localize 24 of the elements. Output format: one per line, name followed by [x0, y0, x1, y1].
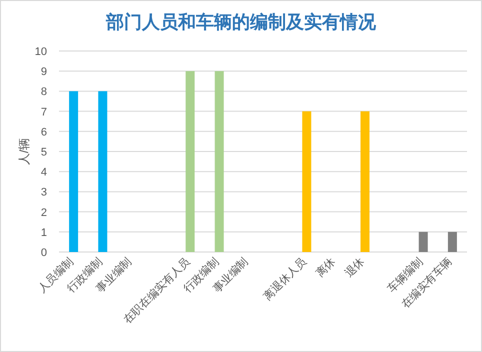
bar [69, 91, 78, 252]
x-tick-label: 离退休人员 [260, 254, 309, 304]
y-tick-label: 9 [40, 66, 47, 78]
bar [360, 111, 370, 252]
y-tick-label: 10 [34, 46, 47, 58]
y-tick-label: 8 [40, 86, 47, 98]
bar [98, 91, 108, 252]
y-tick-label: 5 [40, 146, 47, 158]
bar [186, 71, 195, 252]
x-tick-label: 离休 [313, 254, 338, 280]
y-tick-label: 3 [40, 186, 47, 199]
y-tick-label: 0 [40, 247, 47, 259]
bar [214, 71, 224, 252]
chart-title: 部门人员和车辆的编制及实有情况 [105, 12, 377, 32]
y-tick-label: 4 [40, 166, 47, 179]
bar [302, 111, 312, 252]
y-axis-title: 人/辆 [17, 138, 31, 166]
y-tick-label: 6 [40, 126, 47, 138]
bar [448, 232, 457, 252]
y-tick-label: 2 [40, 206, 47, 219]
x-tick-label: 退休 [342, 254, 368, 280]
y-tick-label: 1 [40, 226, 47, 239]
bar [418, 232, 428, 252]
y-tick-label: 7 [40, 106, 47, 118]
